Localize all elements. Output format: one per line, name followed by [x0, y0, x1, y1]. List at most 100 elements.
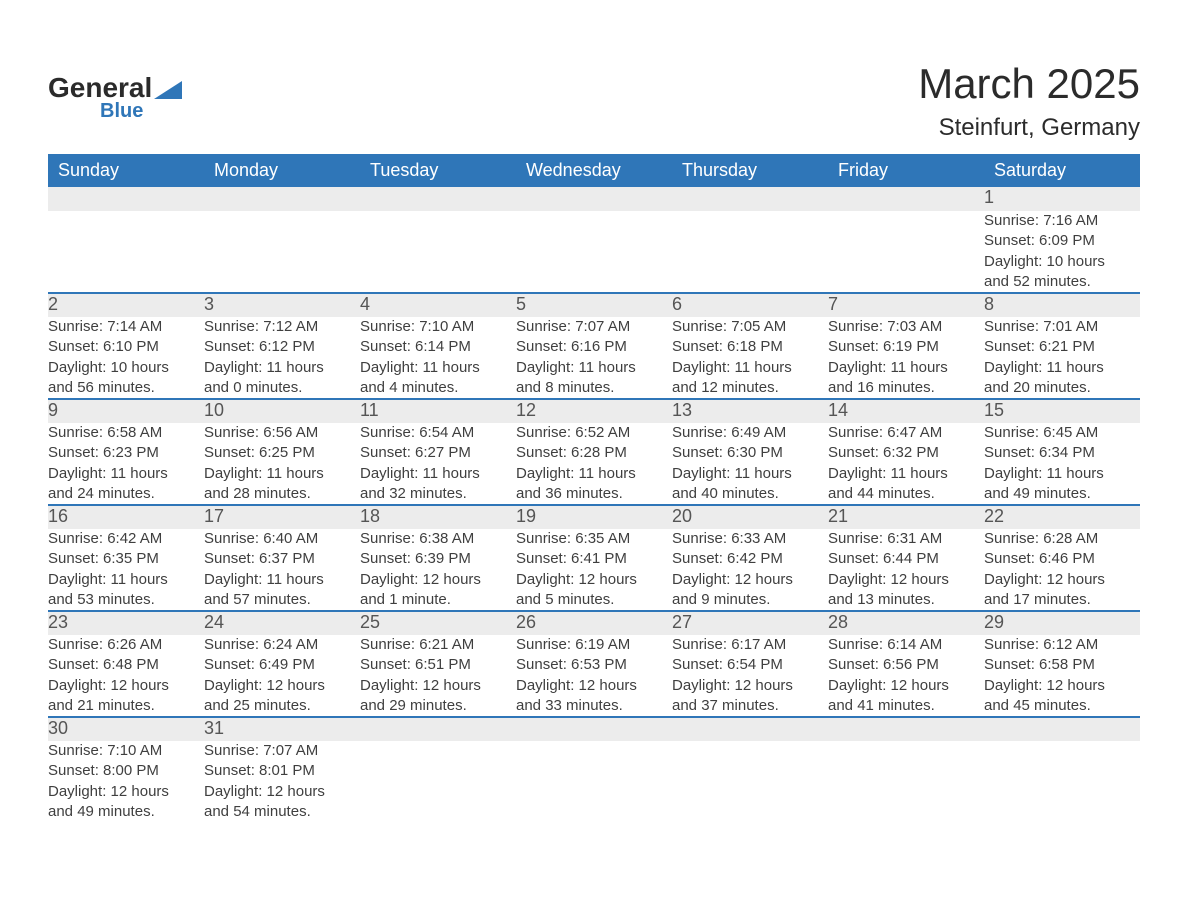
day-detail-row: Sunrise: 7:14 AMSunset: 6:10 PMDaylight:… — [48, 317, 1140, 399]
day-detail: Sunrise: 7:16 AMSunset: 6:09 PMDaylight:… — [984, 211, 1140, 293]
sunrise-text: Sunrise: 6:21 AM — [360, 635, 516, 655]
day-number-row: 23242526272829 — [48, 611, 1140, 635]
day-detail: Sunrise: 6:14 AMSunset: 6:56 PMDaylight:… — [828, 635, 984, 717]
sunset-text: Sunset: 6:18 PM — [672, 337, 828, 357]
brand-logo: General Blue — [48, 24, 184, 123]
sunset-text: Sunset: 6:30 PM — [672, 443, 828, 463]
sunset-text: Sunset: 6:12 PM — [204, 337, 360, 357]
sunset-text: Sunset: 6:25 PM — [204, 443, 360, 463]
day-number: 3 — [204, 293, 360, 317]
day-detail — [360, 741, 516, 822]
daylight-text-1: Daylight: 10 hours — [984, 252, 1140, 272]
sunrise-text: Sunrise: 6:24 AM — [204, 635, 360, 655]
daylight-text-1: Daylight: 11 hours — [984, 358, 1140, 378]
day-number-row: 1 — [48, 187, 1140, 211]
day-number: 14 — [828, 399, 984, 423]
daylight-text-2: and 36 minutes. — [516, 484, 672, 504]
day-detail — [828, 741, 984, 822]
sunset-text: Sunset: 6:44 PM — [828, 549, 984, 569]
daylight-text-1: Daylight: 12 hours — [828, 676, 984, 696]
daylight-text-1: Daylight: 11 hours — [672, 464, 828, 484]
sunset-text: Sunset: 6:16 PM — [516, 337, 672, 357]
day-detail: Sunrise: 6:38 AMSunset: 6:39 PMDaylight:… — [360, 529, 516, 611]
day-detail: Sunrise: 6:31 AMSunset: 6:44 PMDaylight:… — [828, 529, 984, 611]
day-number: 13 — [672, 399, 828, 423]
day-detail: Sunrise: 6:56 AMSunset: 6:25 PMDaylight:… — [204, 423, 360, 505]
daylight-text-2: and 20 minutes. — [984, 378, 1140, 398]
day-detail: Sunrise: 7:10 AMSunset: 8:00 PMDaylight:… — [48, 741, 204, 822]
sunset-text: Sunset: 6:21 PM — [984, 337, 1140, 357]
day-number — [828, 717, 984, 741]
day-number: 5 — [516, 293, 672, 317]
daylight-text-2: and 32 minutes. — [360, 484, 516, 504]
daylight-text-1: Daylight: 12 hours — [48, 782, 204, 802]
weekday-header: Wednesday — [516, 154, 672, 187]
brand-name-a: General — [48, 72, 152, 103]
day-detail: Sunrise: 6:28 AMSunset: 6:46 PMDaylight:… — [984, 529, 1140, 611]
sunrise-text: Sunrise: 7:07 AM — [204, 741, 360, 761]
day-detail: Sunrise: 6:26 AMSunset: 6:48 PMDaylight:… — [48, 635, 204, 717]
daylight-text-2: and 41 minutes. — [828, 696, 984, 716]
sunrise-text: Sunrise: 6:19 AM — [516, 635, 672, 655]
day-number: 8 — [984, 293, 1140, 317]
daylight-text-2: and 53 minutes. — [48, 590, 204, 610]
day-number — [984, 717, 1140, 741]
daylight-text-1: Daylight: 12 hours — [204, 782, 360, 802]
day-number: 7 — [828, 293, 984, 317]
day-number: 15 — [984, 399, 1140, 423]
day-number: 17 — [204, 505, 360, 529]
day-number — [516, 187, 672, 211]
day-number: 30 — [48, 717, 204, 741]
sunrise-text: Sunrise: 7:10 AM — [360, 317, 516, 337]
daylight-text-2: and 4 minutes. — [360, 378, 516, 398]
daylight-text-1: Daylight: 12 hours — [672, 676, 828, 696]
sunset-text: Sunset: 6:34 PM — [984, 443, 1140, 463]
day-number: 4 — [360, 293, 516, 317]
daylight-text-1: Daylight: 11 hours — [204, 464, 360, 484]
sunset-text: Sunset: 6:42 PM — [672, 549, 828, 569]
day-number: 21 — [828, 505, 984, 529]
daylight-text-2: and 29 minutes. — [360, 696, 516, 716]
daylight-text-2: and 52 minutes. — [984, 272, 1140, 292]
day-number: 12 — [516, 399, 672, 423]
day-number — [516, 717, 672, 741]
sunset-text: Sunset: 6:14 PM — [360, 337, 516, 357]
daylight-text-1: Daylight: 11 hours — [516, 358, 672, 378]
weekday-header: Thursday — [672, 154, 828, 187]
day-number: 20 — [672, 505, 828, 529]
daylight-text-2: and 12 minutes. — [672, 378, 828, 398]
sunset-text: Sunset: 6:41 PM — [516, 549, 672, 569]
title-region: March 2025 Steinfurt, Germany — [918, 24, 1140, 142]
daylight-text-1: Daylight: 11 hours — [516, 464, 672, 484]
day-detail — [204, 211, 360, 293]
location-label: Steinfurt, Germany — [918, 114, 1140, 142]
daylight-text-1: Daylight: 10 hours — [48, 358, 204, 378]
daylight-text-2: and 21 minutes. — [48, 696, 204, 716]
day-detail: Sunrise: 7:03 AMSunset: 6:19 PMDaylight:… — [828, 317, 984, 399]
day-detail: Sunrise: 6:17 AMSunset: 6:54 PMDaylight:… — [672, 635, 828, 717]
daylight-text-2: and 13 minutes. — [828, 590, 984, 610]
day-number: 2 — [48, 293, 204, 317]
weekday-header: Tuesday — [360, 154, 516, 187]
day-detail: Sunrise: 7:07 AMSunset: 6:16 PMDaylight:… — [516, 317, 672, 399]
day-number: 28 — [828, 611, 984, 635]
day-number — [672, 717, 828, 741]
daylight-text-2: and 56 minutes. — [48, 378, 204, 398]
daylight-text-1: Daylight: 11 hours — [48, 464, 204, 484]
day-number: 23 — [48, 611, 204, 635]
day-detail: Sunrise: 7:10 AMSunset: 6:14 PMDaylight:… — [360, 317, 516, 399]
header-region: General Blue March 2025 Steinfurt, Germa… — [48, 24, 1140, 142]
day-detail-row: Sunrise: 6:42 AMSunset: 6:35 PMDaylight:… — [48, 529, 1140, 611]
sunrise-text: Sunrise: 6:14 AM — [828, 635, 984, 655]
daylight-text-1: Daylight: 11 hours — [360, 464, 516, 484]
day-detail-row: Sunrise: 7:16 AMSunset: 6:09 PMDaylight:… — [48, 211, 1140, 293]
daylight-text-1: Daylight: 12 hours — [360, 570, 516, 590]
sunrise-text: Sunrise: 7:07 AM — [516, 317, 672, 337]
daylight-text-1: Daylight: 12 hours — [984, 570, 1140, 590]
sunrise-text: Sunrise: 6:49 AM — [672, 423, 828, 443]
day-number: 26 — [516, 611, 672, 635]
daylight-text-1: Daylight: 12 hours — [672, 570, 828, 590]
daylight-text-1: Daylight: 11 hours — [204, 358, 360, 378]
sunrise-text: Sunrise: 6:54 AM — [360, 423, 516, 443]
sunrise-text: Sunrise: 7:01 AM — [984, 317, 1140, 337]
